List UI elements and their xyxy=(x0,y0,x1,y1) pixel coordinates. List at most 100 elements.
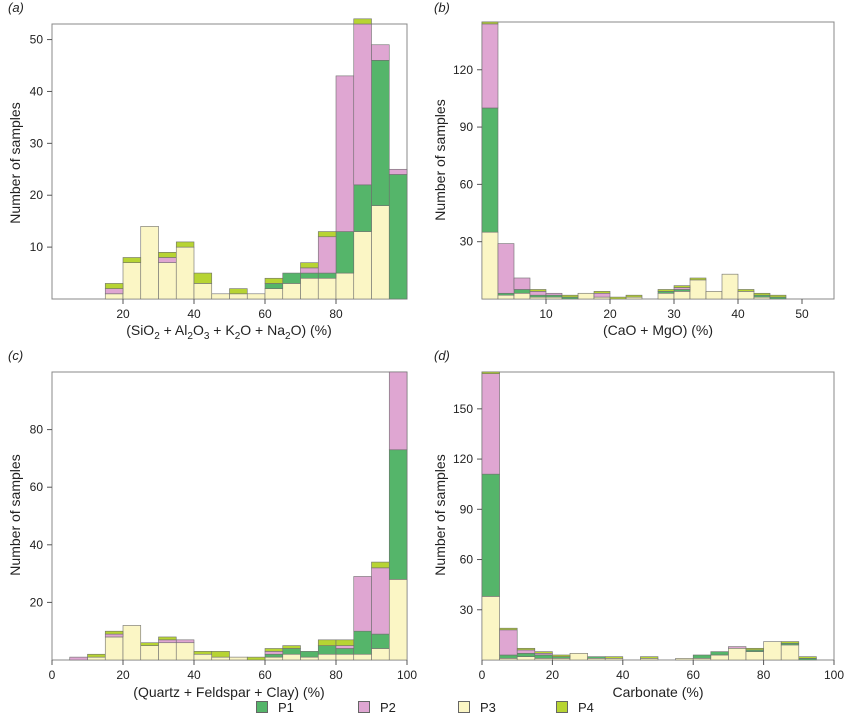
y-tick-label-a-2: 30 xyxy=(30,136,44,150)
bar-a-p2-15 xyxy=(371,44,390,61)
panel-b-xlabel: (CaO + MgO) (%) xyxy=(603,322,713,338)
bar-b-p4-8 xyxy=(609,296,627,300)
y-tick-label-b-3: 120 xyxy=(453,63,473,77)
bar-d-p3-15 xyxy=(745,651,764,661)
bar-d-p2-0 xyxy=(481,373,500,475)
bar-c-p2-2 xyxy=(104,633,124,638)
xlabel-part-c-0: (Quartz + Feldspar + Clay) (%) xyxy=(133,684,324,700)
bar-c-p3-9 xyxy=(229,656,248,661)
legend: P1 P2 P3 P4 xyxy=(0,700,845,718)
panel-c-ylabel: Number of samples xyxy=(7,454,23,575)
bar-c-p3-13 xyxy=(300,656,319,661)
xlabel-part-a-8: O + Na xyxy=(240,322,285,338)
bar-b-p4-11 xyxy=(657,289,675,292)
bar-d-p1-6 xyxy=(587,656,606,659)
panel-a-ticks: 20 40 60 80 10 20 30 40 50 xyxy=(30,33,343,321)
panel-d-bars xyxy=(481,371,817,661)
bar-b-p4-5 xyxy=(561,294,579,298)
bar-d-p2-14 xyxy=(728,646,747,649)
bar-a-p3-2 xyxy=(140,226,159,300)
xlabel-part-d-0: Carbonate (%) xyxy=(612,684,703,700)
bar-b-p4-12 xyxy=(673,285,691,288)
bar-c-p4-17 xyxy=(371,561,390,569)
x-tick-label-d-5: 100 xyxy=(824,668,844,682)
y-tick-label-c-2: 60 xyxy=(30,480,44,494)
bar-a-p4-11 xyxy=(300,262,319,269)
bar-b-p4-16 xyxy=(737,289,755,292)
bar-d-p1-13 xyxy=(710,651,729,656)
bar-b-p2-1 xyxy=(497,243,515,294)
panel-b-bars xyxy=(481,21,787,300)
legend-label-p2: P2 xyxy=(380,700,396,715)
panel-a-label: (a) xyxy=(8,0,24,15)
xlabel-part-a-7: 2 xyxy=(235,331,241,342)
panel-d: (d) Number of samples 0 20 40 60 80 100 30 60 90… xyxy=(432,348,844,700)
bar-c-p4-12 xyxy=(282,645,301,649)
bar-a-p1-13 xyxy=(335,231,355,274)
bar-c-p2-0 xyxy=(69,656,88,661)
panel-d-ticks: 0 20 40 60 80 100 30 60 90 120 150 xyxy=(453,402,844,682)
bar-a-p2-3 xyxy=(158,257,177,263)
bar-a-p4-9 xyxy=(264,277,284,284)
bar-a-p3-14 xyxy=(353,231,372,300)
y-tick-label-a-0: 10 xyxy=(30,240,44,254)
xlabel-part-a-10: O) (%) xyxy=(291,322,332,338)
bar-b-p3-2 xyxy=(513,292,531,300)
bar-a-p2-0 xyxy=(104,288,124,295)
bar-b-p3-13 xyxy=(689,279,707,300)
x-tick-label-d-0: 0 xyxy=(479,668,486,682)
bar-c-p3-2 xyxy=(104,636,124,661)
y-tick-label-d-0: 30 xyxy=(460,603,474,617)
bar-a-p3-10 xyxy=(282,283,301,300)
bar-a-p1-11 xyxy=(300,272,319,279)
bar-c-p4-4 xyxy=(140,642,159,646)
xlabel-part-a-1: 2 xyxy=(154,331,160,342)
bar-d-p4-4 xyxy=(552,654,571,657)
panel-a-bars xyxy=(104,18,408,300)
bar-b-p2-2 xyxy=(513,277,531,290)
bar-a-p3-1 xyxy=(122,262,142,300)
x-tick-label-d-4: 80 xyxy=(757,668,771,682)
bar-c-p1-15 xyxy=(335,648,355,655)
bar-a-p3-12 xyxy=(317,277,337,300)
bar-a-p2-14 xyxy=(353,23,372,186)
bar-a-p2-11 xyxy=(300,267,319,274)
bar-c-p3-15 xyxy=(335,653,355,661)
panel-c-xlabel: (Quartz + Feldspar + Clay) (%) xyxy=(133,684,324,700)
bar-b-p3-12 xyxy=(673,291,691,300)
bar-d-p1-12 xyxy=(692,654,712,659)
bar-d-p3-2 xyxy=(516,656,536,661)
bar-a-p3-15 xyxy=(371,205,390,300)
bar-c-p4-14 xyxy=(317,639,337,646)
y-tick-label-d-3: 120 xyxy=(453,452,473,466)
bar-b-p4-17 xyxy=(753,292,771,296)
bar-a-p2-12 xyxy=(317,236,337,274)
bar-c-p2-11 xyxy=(264,651,284,655)
bar-b-p4-3 xyxy=(529,289,547,292)
bar-a-p3-3 xyxy=(158,262,177,300)
bar-d-p3-16 xyxy=(763,641,782,661)
legend-item-p4: P4 xyxy=(556,700,594,716)
y-tick-label-a-3: 40 xyxy=(30,84,44,98)
panel-c-bars xyxy=(69,371,408,661)
bar-c-p1-11 xyxy=(264,653,284,658)
bar-a-p3-5 xyxy=(193,283,213,300)
x-tick-label-c-5: 100 xyxy=(397,668,417,682)
x-tick-label-a-0: 20 xyxy=(116,307,130,321)
panel-a-xlabel: (SiO2 + Al2O3 + K2O + Na2O) (%) xyxy=(126,322,332,342)
bar-b-p3-16 xyxy=(737,291,755,300)
panel-d-ylabel: Number of samples xyxy=(432,454,448,575)
bar-a-p3-6 xyxy=(211,293,230,300)
bar-d-p4-0 xyxy=(481,371,500,374)
bar-a-p1-14 xyxy=(353,184,372,232)
bar-d-p3-13 xyxy=(710,654,729,661)
panel-c-label: (c) xyxy=(8,348,23,363)
x-tick-label-c-0: 0 xyxy=(49,668,56,682)
bar-b-p3-6 xyxy=(577,292,595,300)
panel-b-ticks: 10 20 30 40 50 30 60 90 120 xyxy=(453,63,809,321)
bar-c-p1-17 xyxy=(371,633,390,649)
bar-a-p4-7 xyxy=(229,288,248,295)
xlabel-part-b-0: (CaO + MgO) (%) xyxy=(603,322,713,338)
bar-c-p1-18 xyxy=(388,449,408,580)
legend-swatch-p3 xyxy=(458,701,470,713)
